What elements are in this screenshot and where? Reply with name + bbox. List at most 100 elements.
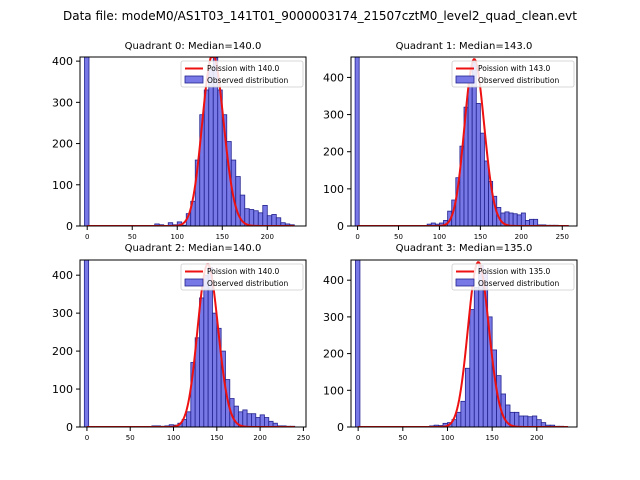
legend: Poission with 135.0 Observed distribution: [451, 263, 575, 291]
histogram-bar: [262, 204, 268, 226]
panel-3: 0 100 200 300 400 0 50 100 150 200 Quadrant 3: Med…: [323, 243, 578, 442]
y-tick-label: 300: [323, 311, 344, 324]
histogram-bar: [484, 160, 489, 226]
y-tick-label: 200: [52, 138, 73, 151]
x-tick-label: 0: [356, 434, 360, 442]
legend-label-observed: Observed distribution: [207, 279, 288, 288]
legend-box: [451, 60, 575, 88]
y-tick-label: 400: [323, 274, 344, 287]
histogram-bar: [257, 212, 264, 226]
histogram-bar: [246, 413, 252, 427]
histogram-bar: [355, 260, 361, 427]
histogram-bar: [523, 415, 529, 427]
histogram-bar: [456, 411, 462, 427]
legend-bar-swatch: [184, 75, 204, 84]
histogram-bar: [512, 213, 518, 226]
histogram-bar: [520, 212, 526, 226]
poisson-curve: [358, 261, 569, 427]
panel-1: 0 100 200 300 400 0 50 100 150 200 250 Quadrant 1: …: [323, 41, 578, 241]
y-tick-label: 100: [323, 183, 344, 196]
poisson-curve: [357, 58, 569, 226]
legend-label-poisson: Poission with 135.0: [478, 267, 551, 276]
panel-2: 0 100 200 300 400 0 50 100 150 200 250 Quadrant 2: …: [52, 243, 310, 442]
histogram-bar: [473, 287, 480, 427]
panel-0: 0 100 200 300 400 0 50 100 150 200 Quadrant 0: Med…: [52, 41, 307, 241]
axes-frame: [79, 56, 307, 227]
x-tick-label: 150: [485, 434, 498, 442]
histogram-bar: [529, 218, 535, 226]
histogram-bar: [203, 274, 209, 427]
y-tick-label: 0: [337, 220, 344, 233]
y-tick-label: 300: [323, 109, 344, 122]
poisson-curve: [86, 263, 295, 427]
legend-label-poisson: Poission with 143.0: [478, 64, 551, 73]
histogram-bar: [259, 414, 265, 427]
panel-title: Quadrant 0: Median=140.0: [125, 41, 262, 52]
y-tick-label: 0: [66, 220, 73, 233]
histogram-bar: [467, 80, 473, 226]
axes-frame: [350, 259, 578, 428]
panel-title: Quadrant 2: Median=140.0: [125, 243, 262, 254]
legend-box: [451, 263, 575, 291]
legend-bar-swatch: [184, 278, 204, 287]
x-tick-label: 200: [253, 434, 266, 442]
figure-title: Data file: modeM0/AS1T03_141T01_90000031…: [63, 9, 577, 23]
axes-frame: [350, 56, 578, 227]
x-tick-label: 150: [216, 233, 229, 241]
panel-title: Quadrant 3: Median=135.0: [396, 243, 533, 254]
plot-area: [84, 57, 295, 226]
x-tick-label: 150: [474, 233, 487, 241]
histogram-bar: [475, 103, 481, 226]
y-tick-label: 100: [52, 179, 73, 192]
histogram-bar: [516, 214, 522, 226]
x-tick-label: 250: [297, 434, 310, 442]
histogram-bar: [251, 413, 257, 427]
legend-bar-swatch: [455, 278, 475, 287]
y-tick-label: 100: [52, 383, 73, 396]
histogram-bar: [514, 411, 520, 427]
legend: Poission with 140.0 Observed distribution: [180, 60, 304, 88]
histogram-bar: [536, 419, 542, 427]
y-tick-label: 400: [52, 55, 73, 68]
histogram-bar: [203, 89, 210, 226]
histogram-bar: [186, 411, 192, 427]
histogram-bar: [508, 212, 514, 226]
legend-label-observed: Observed distribution: [478, 76, 559, 85]
x-tick-label: 0: [355, 233, 359, 241]
histogram-bar: [255, 417, 261, 427]
histogram-bar: [272, 422, 278, 427]
legend-label-observed: Observed distribution: [207, 76, 288, 85]
x-tick-label: 50: [394, 233, 403, 241]
histogram-bar: [531, 415, 538, 427]
histogram-bar: [460, 400, 466, 427]
y-tick-label: 100: [323, 384, 344, 397]
y-tick-label: 200: [52, 345, 73, 358]
histogram-bar: [533, 218, 539, 226]
legend-bar-swatch: [455, 75, 475, 84]
axes-frame: [79, 259, 307, 428]
x-tick-label: 200: [515, 233, 528, 241]
histogram-bar: [84, 57, 90, 226]
histogram-bar: [266, 215, 273, 226]
legend: Poission with 143.0 Observed distribution: [451, 60, 575, 88]
legend: Poission with 140.0 Observed distribution: [180, 263, 304, 291]
y-tick-label: 0: [337, 421, 344, 434]
legend-label-observed: Observed distribution: [478, 279, 559, 288]
histogram-bar: [354, 57, 360, 226]
panel-title: Quadrant 1: Median=143.0: [396, 41, 533, 52]
x-tick-label: 50: [126, 434, 135, 442]
x-tick-label: 0: [85, 434, 89, 442]
x-tick-label: 100: [441, 434, 454, 442]
histogram-bar: [248, 209, 255, 226]
histogram-bar: [464, 367, 471, 427]
y-tick-label: 200: [323, 146, 344, 159]
y-tick-label: 300: [52, 96, 73, 109]
x-tick-label: 100: [433, 233, 446, 241]
x-tick-label: 100: [171, 233, 184, 241]
y-tick-label: 300: [52, 307, 73, 320]
x-tick-label: 100: [167, 434, 180, 442]
legend-label-poisson: Poission with 140.0: [207, 64, 280, 73]
y-tick-label: 400: [323, 71, 344, 84]
x-tick-label: 250: [556, 233, 569, 241]
